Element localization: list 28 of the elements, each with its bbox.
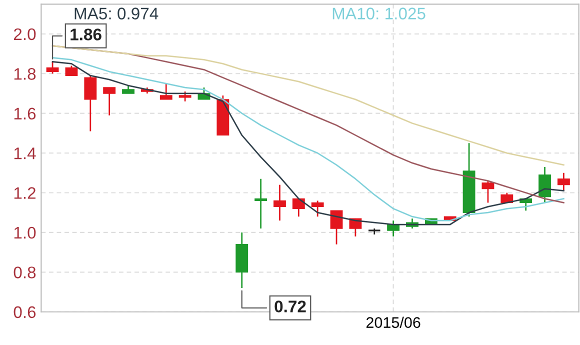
candlestick <box>292 198 305 218</box>
y-tick-label: 2.0 <box>14 28 36 40</box>
candlestick <box>84 74 97 132</box>
x-tick-label: 2015/06 <box>366 316 420 328</box>
y-tick-label: 1.8 <box>14 68 36 80</box>
annotation: 1.86 <box>70 28 102 40</box>
y-tick-label: 0.8 <box>14 266 36 278</box>
annotation: 0.72 <box>274 300 306 312</box>
candlestick <box>538 166 551 204</box>
candlestick <box>178 90 192 102</box>
y-tick-label: 1.6 <box>14 108 36 120</box>
candlestick <box>274 184 286 222</box>
text: MA5: 0.974 <box>74 8 158 20</box>
candlestick <box>557 172 570 192</box>
candlestick <box>160 82 172 100</box>
candlestick <box>46 61 59 74</box>
y-tick-label: 1.2 <box>14 187 36 199</box>
candlestick <box>254 178 268 230</box>
line-series <box>52 45 564 166</box>
y-tick-label: 0.6 <box>14 306 36 318</box>
text: MA10: 1.025 <box>332 8 426 20</box>
candlestick <box>387 220 400 238</box>
y-tick-label: 1.0 <box>14 226 36 239</box>
candlestick <box>482 180 494 204</box>
candlestick <box>103 86 116 116</box>
candlestick <box>311 200 324 218</box>
candlestick <box>65 64 78 76</box>
y-tick-label: 1.4 <box>14 148 36 160</box>
